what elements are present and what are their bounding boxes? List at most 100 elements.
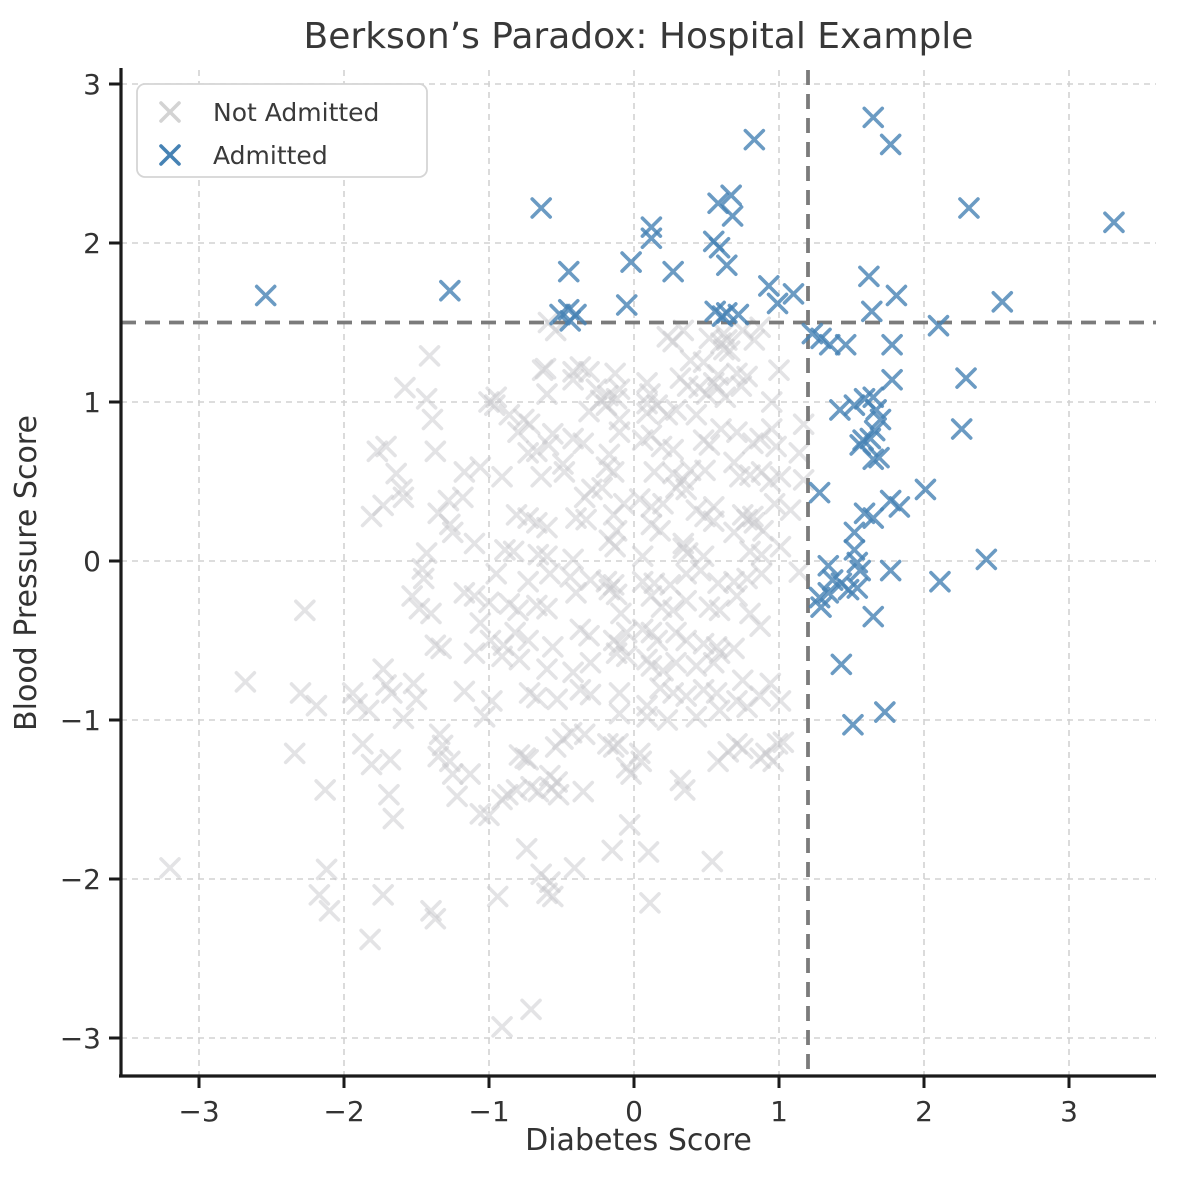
scatter-point-not-admitted <box>459 763 481 785</box>
scatter-point-not-admitted <box>631 545 654 568</box>
legend-item-admitted: Admitted <box>159 141 328 170</box>
scatter-point-not-admitted <box>601 839 624 862</box>
scatter-point-not-admitted <box>698 434 721 456</box>
scatter-point-not-admitted <box>610 602 632 625</box>
scatter-point-not-admitted <box>234 671 257 693</box>
scatter-point-not-admitted <box>478 804 500 827</box>
scatter-point-not-admitted <box>314 779 336 801</box>
scatter-point-admitted <box>868 446 890 469</box>
scatter-point-admitted <box>958 197 980 219</box>
scatter-point-admitted <box>858 265 880 288</box>
scatter-point-not-admitted <box>530 465 552 488</box>
scatter-point-not-admitted <box>289 682 312 704</box>
scatter-point-not-admitted <box>517 748 539 771</box>
scatter-point-admitted <box>818 333 841 356</box>
scatter-point-not-admitted <box>675 589 697 612</box>
scatter-point-not-admitted <box>652 659 674 682</box>
x-tick-label: 2 <box>915 1095 933 1128</box>
scatter-point-not-admitted <box>705 682 728 704</box>
scatter-point-admitted <box>1103 211 1125 234</box>
scatter-point-not-admitted <box>650 596 673 618</box>
scatter-point-not-admitted <box>759 672 782 695</box>
y-tick-label: −3 <box>60 1022 101 1055</box>
scatter-point-admitted <box>881 368 903 391</box>
scatter-point-not-admitted <box>726 421 748 444</box>
scatter-point-not-admitted <box>675 685 697 707</box>
scatter-point-not-admitted <box>673 779 696 801</box>
scatter-point-not-admitted <box>559 566 581 588</box>
scatter-point-admitted <box>950 418 973 440</box>
scatter-point-not-admitted <box>441 521 464 544</box>
x-tick-label: −3 <box>178 1095 219 1128</box>
scatter-point-admitted <box>861 300 883 323</box>
scatter-point-not-admitted <box>485 562 508 585</box>
scatter-point-not-admitted <box>608 421 631 444</box>
scatter-point-not-admitted <box>760 391 783 413</box>
legend-label: Admitted <box>213 141 328 170</box>
scatter-point-not-admitted <box>749 427 771 450</box>
scatter-point-admitted <box>829 399 851 421</box>
y-axis-label: Blood Pressure Score <box>9 415 44 731</box>
scatter-point-not-admitted <box>341 682 364 704</box>
legend-box <box>136 83 428 178</box>
scatter-point-not-admitted <box>308 884 331 906</box>
scatter-point-not-admitted <box>730 375 753 397</box>
scatter-point-admitted <box>874 701 896 723</box>
scatter-point-not-admitted <box>662 438 684 461</box>
scatter-point-not-admitted <box>463 532 486 555</box>
scatter-point-admitted <box>640 227 663 250</box>
scatter-point-not-admitted <box>723 451 745 474</box>
scatter-point-not-admitted <box>159 857 181 879</box>
scatter-point-not-admitted <box>405 688 428 711</box>
scatter-point-admitted <box>810 596 832 618</box>
scatter-point-admitted <box>849 559 871 582</box>
scatter-point-not-admitted <box>585 378 608 401</box>
legend-marker-x-icon <box>159 144 181 166</box>
scatter-point-not-admitted <box>418 345 441 367</box>
scatter-point-not-admitted <box>478 591 500 614</box>
scatter-point-admitted <box>879 133 902 156</box>
scatter-point-not-admitted <box>702 651 725 674</box>
scatter-point-not-admitted <box>518 413 541 436</box>
scatter-point-not-admitted <box>283 742 306 765</box>
scatter-point-not-admitted <box>769 535 792 558</box>
grid <box>121 70 1156 1076</box>
scatter-point-admitted <box>843 539 866 561</box>
scatter-point-not-admitted <box>431 734 454 757</box>
scatter-point-not-admitted <box>788 561 811 583</box>
scatter-point-not-admitted <box>710 332 732 354</box>
scatter-point-not-admitted <box>517 629 539 652</box>
scatter-point-not-admitted <box>504 621 526 644</box>
scatter-point-admitted <box>743 128 766 151</box>
scatter-point-admitted <box>862 448 885 471</box>
scatter-point-admitted <box>808 481 831 504</box>
scatter-point-not-admitted <box>779 499 802 521</box>
y-tick-label: 3 <box>83 68 101 101</box>
scatter-point-not-admitted <box>346 693 368 715</box>
scatter-point-not-admitted <box>750 562 773 585</box>
scatter-point-not-admitted <box>749 615 771 637</box>
scatter-point-not-admitted <box>526 512 548 534</box>
scatter-point-admitted <box>862 507 885 529</box>
scatter-point-not-admitted <box>507 421 529 444</box>
scatter-point-not-admitted <box>772 731 795 754</box>
scatter-point-not-admitted <box>652 492 674 515</box>
scatter-point-admitted <box>862 106 885 129</box>
scatter-point-not-admitted <box>372 494 394 517</box>
scatter-point-not-admitted <box>394 376 416 399</box>
scatter-point-not-admitted <box>604 535 626 558</box>
scatter-point-not-admitted <box>714 386 737 409</box>
scatter-point-not-admitted <box>694 459 716 482</box>
y-tick-label: 0 <box>83 545 101 578</box>
scatter-point-not-admitted <box>421 408 444 431</box>
scatter-point-not-admitted <box>689 559 712 582</box>
scatter-point-not-admitted <box>739 602 761 625</box>
scatter-point-admitted <box>530 197 552 219</box>
scatter-point-admitted <box>869 408 892 431</box>
scatter-point-not-admitted <box>702 510 725 533</box>
scatter-point-not-admitted <box>765 435 787 458</box>
scatter-point-admitted <box>708 236 731 259</box>
scatter-point-not-admitted <box>473 706 496 728</box>
scatter-point-admitted <box>758 275 780 297</box>
scatter-point-not-admitted <box>542 885 564 908</box>
